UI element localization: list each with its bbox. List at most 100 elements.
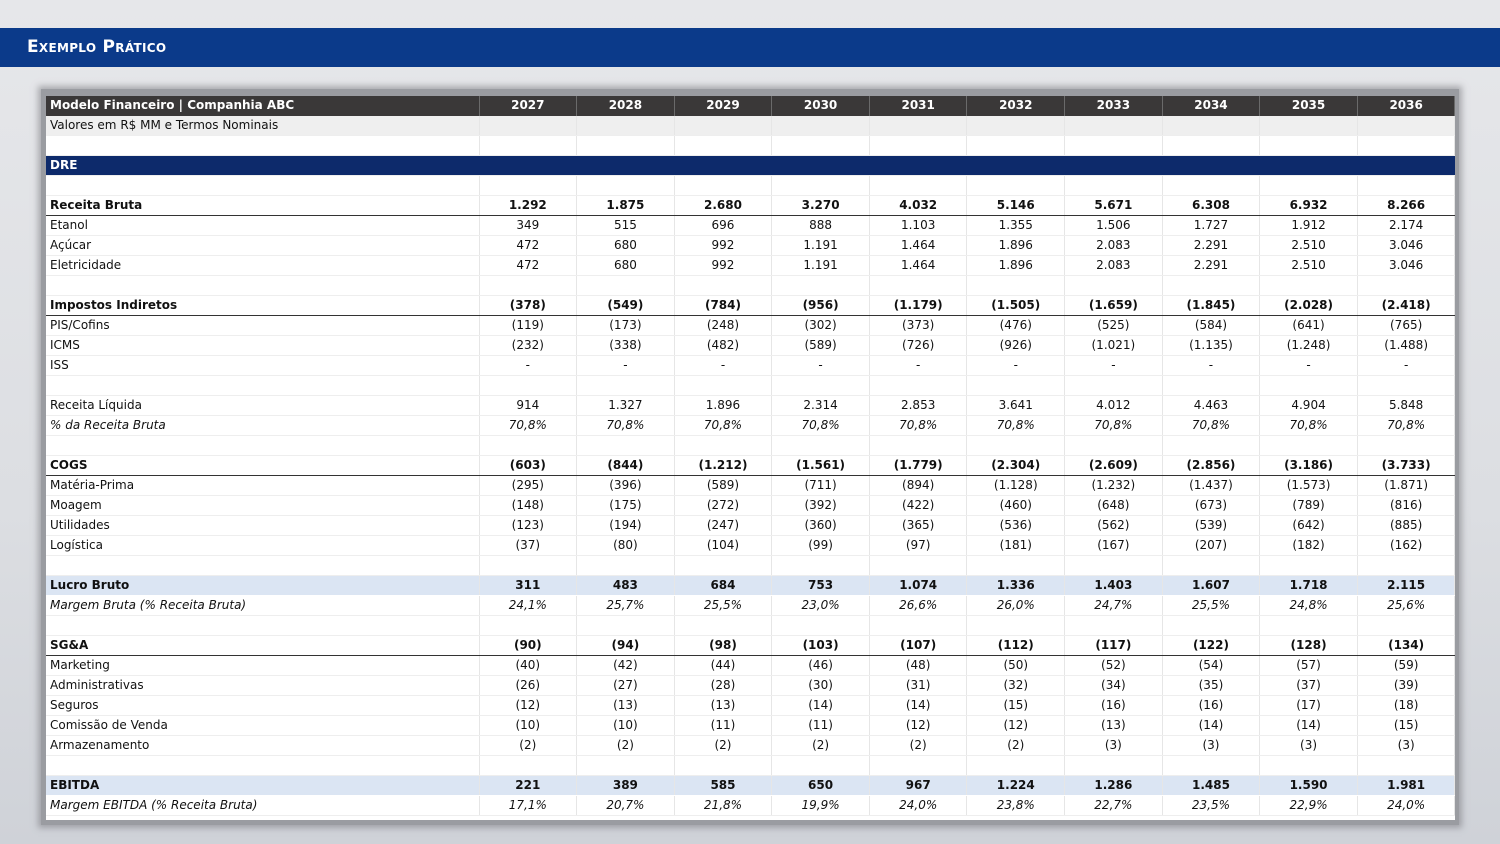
value-cell: (378) xyxy=(479,295,578,317)
value-cell: (641) xyxy=(1259,315,1358,337)
value-cell xyxy=(771,615,870,636)
value-cell xyxy=(1357,755,1455,776)
value-cell: 472 xyxy=(479,255,578,277)
row-receita-bruta: Receita Bruta 1.292 1.875 2.680 3.270 4.032 5.… xyxy=(46,195,1455,217)
year-header: 2031 xyxy=(869,96,968,116)
value-cell: (784) xyxy=(674,295,773,317)
value-cell: 26,0% xyxy=(966,595,1066,616)
value-cell: (16) xyxy=(1162,695,1261,716)
row-lucro-bruto: Lucro Bruto 311 483 684 753 1.074 1.336 1.403 1.… xyxy=(46,575,1455,596)
value-cell: 1.875 xyxy=(576,195,675,217)
value-cell: (460) xyxy=(966,495,1066,517)
value-cell: (3) xyxy=(1064,735,1163,756)
value-cell: (295) xyxy=(479,475,578,497)
value-cell: 585 xyxy=(674,775,773,796)
row-materia-prima: Matéria-Prima (295) (396) (589) (711) (894) (1… xyxy=(46,475,1455,497)
value-cell: 2.115 xyxy=(1357,575,1455,596)
value-cell xyxy=(869,275,968,297)
value-cell: (28) xyxy=(674,675,773,696)
value-cell: 19,9% xyxy=(771,795,870,816)
year-header: 2035 xyxy=(1259,96,1358,116)
row-comissao-de-venda: Comissão de Venda (10) (10) (11) (11) (12) (12… xyxy=(46,715,1455,736)
value-cell xyxy=(674,175,773,197)
value-cell: (15) xyxy=(1357,715,1455,736)
value-cell: 1.727 xyxy=(1162,215,1261,237)
value-cell: (1.135) xyxy=(1162,335,1261,357)
row-label xyxy=(46,755,480,776)
row-cogs: COGS (603) (844) (1.212) (1.561) (1.779) (2.30… xyxy=(46,455,1455,477)
value-cell: (167) xyxy=(1064,535,1163,557)
row-label: Lucro Bruto xyxy=(46,575,480,596)
year-header: 2032 xyxy=(966,96,1066,116)
value-cell: (10) xyxy=(576,715,675,736)
value-cell xyxy=(966,155,1066,177)
value-cell: (603) xyxy=(479,455,578,477)
value-cell: (194) xyxy=(576,515,675,537)
value-cell: (1.845) xyxy=(1162,295,1261,317)
value-cell: (117) xyxy=(1064,635,1163,656)
value-cell: 3.046 xyxy=(1357,255,1455,277)
value-cell xyxy=(1162,435,1261,457)
value-cell xyxy=(1162,175,1261,197)
value-cell: (46) xyxy=(771,655,870,676)
row-moagem: Moagem (148) (175) (272) (392) (422) (460) (648… xyxy=(46,495,1455,517)
value-cell: 21,8% xyxy=(674,795,773,816)
row-label: Etanol xyxy=(46,215,480,237)
value-cell xyxy=(771,275,870,297)
value-cell: (122) xyxy=(1162,635,1261,656)
row-label: Marketing xyxy=(46,655,480,676)
row-label xyxy=(46,175,480,197)
value-cell: 1.336 xyxy=(966,575,1066,596)
value-cell: (12) xyxy=(966,715,1066,736)
value-cell: (1.437) xyxy=(1162,475,1261,497)
value-cell: (18) xyxy=(1357,695,1455,716)
value-cell xyxy=(576,755,675,776)
value-cell: 2.083 xyxy=(1064,235,1163,257)
value-cell: - xyxy=(1259,355,1358,377)
value-cell: (12) xyxy=(479,695,578,716)
value-cell: 25,5% xyxy=(674,595,773,616)
row-label: Armazenamento xyxy=(46,735,480,756)
value-cell: 24,7% xyxy=(1064,595,1163,616)
value-cell: (373) xyxy=(869,315,968,337)
value-cell xyxy=(771,435,870,457)
value-cell xyxy=(869,615,968,636)
value-cell: (232) xyxy=(479,335,578,357)
value-cell: 23,5% xyxy=(1162,795,1261,816)
value-cell: 70,8% xyxy=(576,415,675,437)
header-row: Modelo Financeiro | Companhia ABC 2027 2… xyxy=(46,96,1455,116)
financial-model-table: Modelo Financeiro | Companhia ABC 2027 2… xyxy=(46,96,1455,816)
row-label: EBITDA xyxy=(46,775,480,796)
value-cell: (365) xyxy=(869,515,968,537)
value-cell: (302) xyxy=(771,315,870,337)
value-cell: (396) xyxy=(576,475,675,497)
value-cell: (584) xyxy=(1162,315,1261,337)
value-cell: (52) xyxy=(1064,655,1163,676)
value-cell: (112) xyxy=(966,635,1066,656)
title-banner: Exemplo Prático xyxy=(0,28,1500,67)
value-cell xyxy=(771,555,870,576)
value-cell: 1.718 xyxy=(1259,575,1358,596)
value-cell: 20,7% xyxy=(576,795,675,816)
row-label: Comissão de Venda xyxy=(46,715,480,736)
value-cell: 515 xyxy=(576,215,675,237)
value-cell: (648) xyxy=(1064,495,1163,517)
value-cell: (2.856) xyxy=(1162,455,1261,477)
value-cell: (31) xyxy=(869,675,968,696)
row-sg-a: SG&A (90) (94) (98) (103) (107) (112) (117) (122… xyxy=(46,635,1455,656)
value-cell xyxy=(966,175,1066,197)
value-cell: 1.485 xyxy=(1162,775,1261,796)
value-cell xyxy=(1357,135,1455,157)
value-cell: - xyxy=(869,355,968,377)
value-cell xyxy=(1064,155,1163,177)
row-label: Receita Líquida xyxy=(46,395,480,417)
value-cell xyxy=(1162,615,1261,636)
value-cell: (2.609) xyxy=(1064,455,1163,477)
value-cell: 3.046 xyxy=(1357,235,1455,257)
year-header: 2034 xyxy=(1162,96,1261,116)
value-cell: (1.128) xyxy=(966,475,1066,497)
value-cell: (50) xyxy=(966,655,1066,676)
units-note: Valores em R$ MM e Termos Nominais xyxy=(46,115,480,137)
value-cell: 1.464 xyxy=(869,235,968,257)
value-cell xyxy=(966,375,1066,397)
